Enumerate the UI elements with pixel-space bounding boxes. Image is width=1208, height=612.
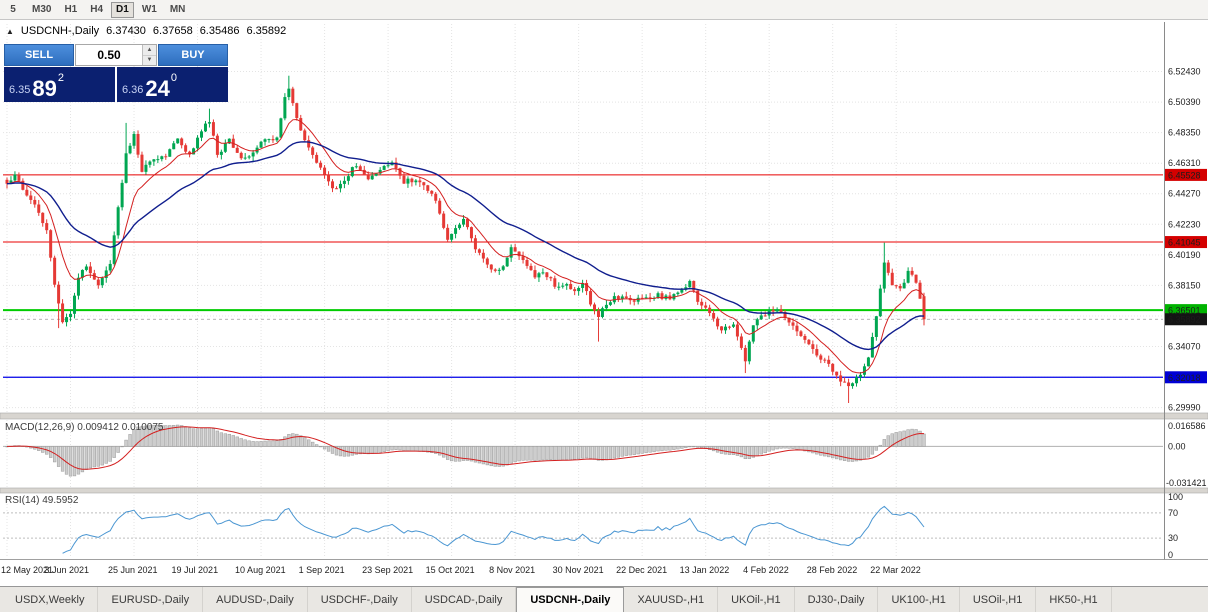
price-axis-layer: 6.52430 6.50390 6.48350 6.46310 6.44270 6.422…: [1166, 67, 1207, 560]
svg-text:6.32018: 6.32018: [1168, 373, 1201, 383]
symbol-tab-usoil-h1[interactable]: USOil-,H1: [959, 587, 1037, 612]
sell-price-pips: 89: [32, 76, 57, 101]
timeframe-mn[interactable]: MN: [165, 2, 191, 18]
svg-text:0.016586: 0.016586: [1168, 421, 1206, 431]
svg-text:6.36501: 6.36501: [1168, 306, 1201, 316]
sell-price-display[interactable]: 6.35 89 2: [4, 67, 115, 102]
one-click-panel-toggle-icon[interactable]: ▲: [6, 26, 14, 36]
symbol-tab-dj30-daily[interactable]: DJ30-,Daily: [794, 587, 879, 612]
timeframe-5[interactable]: 5: [2, 2, 24, 18]
ohlc-close: 6.35892: [246, 25, 287, 37]
chart-title: ▲ USDCNH-,Daily 6.37430 6.37658 6.35486 …: [6, 25, 286, 37]
macd-layer: [3, 424, 1163, 477]
timeframe-h1[interactable]: H1: [59, 2, 82, 18]
panel-frames-layer: [0, 22, 1208, 560]
svg-text:6.35892: 6.35892: [1168, 315, 1201, 325]
svg-text:6.45528: 6.45528: [1168, 170, 1201, 180]
ohlc-high: 6.37658: [152, 25, 193, 37]
symbol-tab-usdcad-daily[interactable]: USDCAD-,Daily: [411, 587, 517, 612]
volume-value[interactable]: 0.50: [97, 48, 121, 62]
buy-price-pips: 24: [145, 76, 170, 101]
symbol-tab-usdx-weekly[interactable]: USDX,Weekly: [2, 587, 99, 612]
svg-text:6.46310: 6.46310: [1168, 158, 1201, 168]
symbol-tab-eurusd-daily[interactable]: EURUSD-,Daily: [98, 587, 204, 612]
sell-button[interactable]: SELL: [4, 44, 74, 66]
candles-layer: [5, 75, 926, 404]
symbol-tab-usdcnh-daily[interactable]: USDCNH-,Daily: [516, 587, 625, 612]
moving-averages-layer: [6, 118, 925, 374]
svg-text:6.44270: 6.44270: [1168, 189, 1201, 199]
svg-text:0.00: 0.00: [1168, 441, 1186, 451]
one-click-trading-panel: SELL 0.50 ▲ ▼ BUY 6.35 89 2 6.36 24 0: [4, 44, 228, 102]
macd-label: MACD(12,26,9) 0.009412 0.010075: [5, 422, 164, 433]
svg-text:6.38150: 6.38150: [1168, 280, 1201, 290]
svg-text:6.29990: 6.29990: [1168, 403, 1201, 413]
chart-symbol-period: USDCNH-,Daily: [20, 25, 100, 37]
svg-text:6.52430: 6.52430: [1168, 67, 1201, 77]
symbol-tab-usdchf-daily[interactable]: USDCHF-,Daily: [307, 587, 412, 612]
buy-price-base: 6.36: [122, 84, 144, 96]
timeframe-toolbar: 5 M30 H1 H4 D1 W1 MN: [0, 0, 1208, 20]
svg-text:70: 70: [1168, 508, 1178, 518]
buy-price-fraction: 0: [170, 72, 178, 84]
rsi-layer: [3, 505, 1163, 554]
timeframe-w1[interactable]: W1: [137, 2, 162, 18]
volume-up-button[interactable]: ▲: [143, 45, 156, 56]
sell-price-base: 6.35: [9, 84, 31, 96]
timeframe-m30[interactable]: M30: [27, 2, 56, 18]
rsi-label: RSI(14) 49.5952: [5, 495, 79, 506]
horizontal-lines-layer[interactable]: [3, 174, 1163, 378]
svg-text:30: 30: [1168, 533, 1178, 543]
svg-text:-0.031421: -0.031421: [1166, 478, 1207, 488]
svg-text:100: 100: [1168, 492, 1183, 502]
ohlc-open: 6.37430: [106, 25, 146, 37]
svg-text:6.40190: 6.40190: [1168, 250, 1201, 260]
svg-text:6.48350: 6.48350: [1168, 128, 1201, 138]
svg-text:6.42230: 6.42230: [1168, 219, 1201, 229]
buy-price-display[interactable]: 6.36 24 0: [117, 67, 228, 102]
timeframe-h4[interactable]: H4: [85, 2, 108, 18]
buy-button[interactable]: BUY: [158, 44, 228, 66]
ohlc-low: 6.35486: [199, 25, 240, 37]
symbol-tab-ukoil-h1[interactable]: UKOil-,H1: [718, 587, 795, 612]
volume-stepper[interactable]: 0.50 ▲ ▼: [75, 44, 157, 66]
timeframe-d1[interactable]: D1: [111, 1, 134, 18]
symbol-tab-uk100-h1[interactable]: UK100-,H1: [878, 587, 960, 612]
volume-down-button[interactable]: ▼: [143, 55, 156, 65]
svg-text:0: 0: [1168, 550, 1173, 560]
svg-text:6.41045: 6.41045: [1168, 238, 1201, 248]
svg-text:6.50390: 6.50390: [1168, 97, 1201, 107]
svg-text:6.34070: 6.34070: [1168, 342, 1201, 352]
symbol-tab-bar: USDX,Weekly EURUSD-,Daily AUDUSD-,Daily USD…: [0, 586, 1208, 612]
symbol-tab-audusd-daily[interactable]: AUDUSD-,Daily: [203, 587, 308, 612]
volume-spin-buttons: ▲ ▼: [142, 45, 156, 65]
symbol-tab-hk50-h1[interactable]: HK50-,H1: [1036, 587, 1112, 612]
sell-price-fraction: 2: [57, 72, 65, 84]
symbol-tab-xauusd-h1[interactable]: XAUUSD-,H1: [624, 587, 719, 612]
